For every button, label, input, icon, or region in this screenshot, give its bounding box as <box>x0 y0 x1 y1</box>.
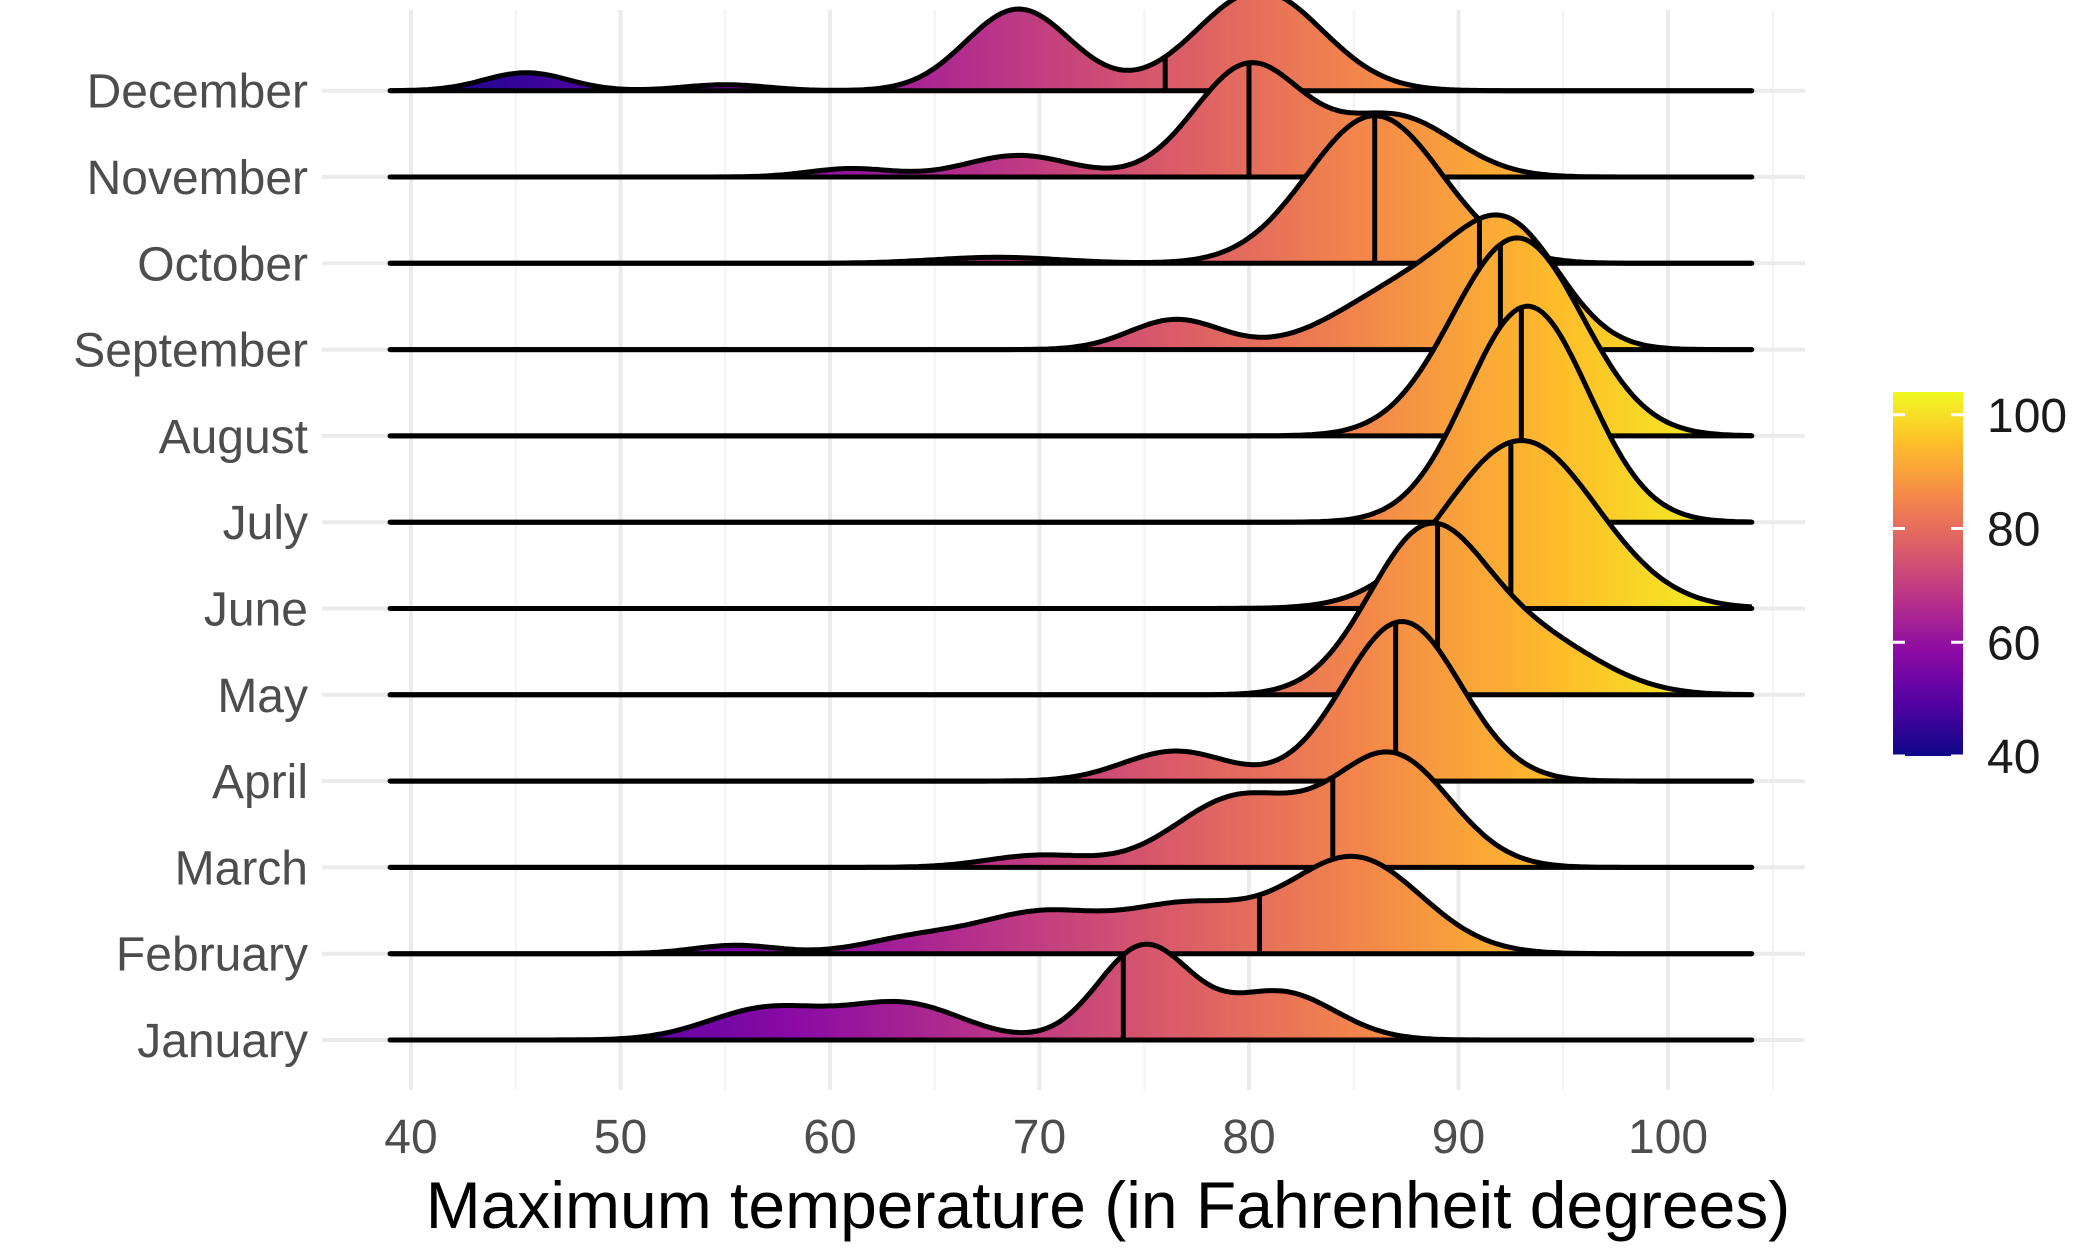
ridge-february <box>387 853 1755 957</box>
y-tick-label: January <box>137 1015 308 1068</box>
y-tick-label: February <box>116 929 308 982</box>
x-axis-title: Maximum temperature (in Fahrenheit degre… <box>426 1168 1791 1242</box>
ridge-outline <box>390 113 1752 266</box>
y-tick-label: April <box>212 756 308 809</box>
y-tick-label: October <box>137 238 308 291</box>
ridge-fill <box>390 0 1752 91</box>
ridge-fill <box>390 944 1752 1040</box>
color-legend: 40 60 80 100 <box>1893 390 2067 784</box>
ridge-fill <box>390 115 1752 264</box>
y-tick-label: December <box>87 66 308 119</box>
x-tick-label: 40 <box>384 1111 437 1164</box>
x-tick-label: 100 <box>1628 1111 1708 1164</box>
ridge-december <box>387 0 1755 94</box>
colorbar-label: 80 <box>1987 504 2040 557</box>
ridge-outline <box>390 749 1752 870</box>
x-tick-label: 90 <box>1432 1111 1485 1164</box>
x-tick-label: 60 <box>803 1111 856 1164</box>
y-tick-label: September <box>73 325 308 378</box>
y-tick-label: November <box>87 152 308 205</box>
ridges <box>387 0 1755 1043</box>
colorbar <box>1893 392 1963 756</box>
x-tick-label: 70 <box>1013 1111 1066 1164</box>
y-tick-label: May <box>217 670 308 723</box>
y-tick-label: July <box>223 497 308 550</box>
x-axis-ticks: 40 50 60 70 80 90 100 <box>384 1111 1708 1164</box>
y-tick-label: June <box>204 584 308 637</box>
ridge-march <box>387 749 1755 870</box>
colorbar-label: 100 <box>1987 390 2067 443</box>
x-tick-label: 80 <box>1222 1111 1275 1164</box>
ridge-fill <box>390 306 1752 523</box>
x-tick-label: 50 <box>594 1111 647 1164</box>
ridge-january <box>387 941 1755 1043</box>
y-axis-labels: January February March April May June July Augu… <box>73 66 308 1068</box>
ridge-october <box>387 113 1755 266</box>
y-tick-label: March <box>175 842 308 895</box>
ridge-fill <box>390 214 1752 350</box>
y-tick-label: August <box>159 411 308 464</box>
ridge-fill <box>390 856 1752 954</box>
colorbar-label: 40 <box>1987 731 2040 784</box>
ridge-fill <box>390 621 1752 782</box>
colorbar-label: 60 <box>1987 617 2040 670</box>
ridge-fill <box>390 751 1752 868</box>
